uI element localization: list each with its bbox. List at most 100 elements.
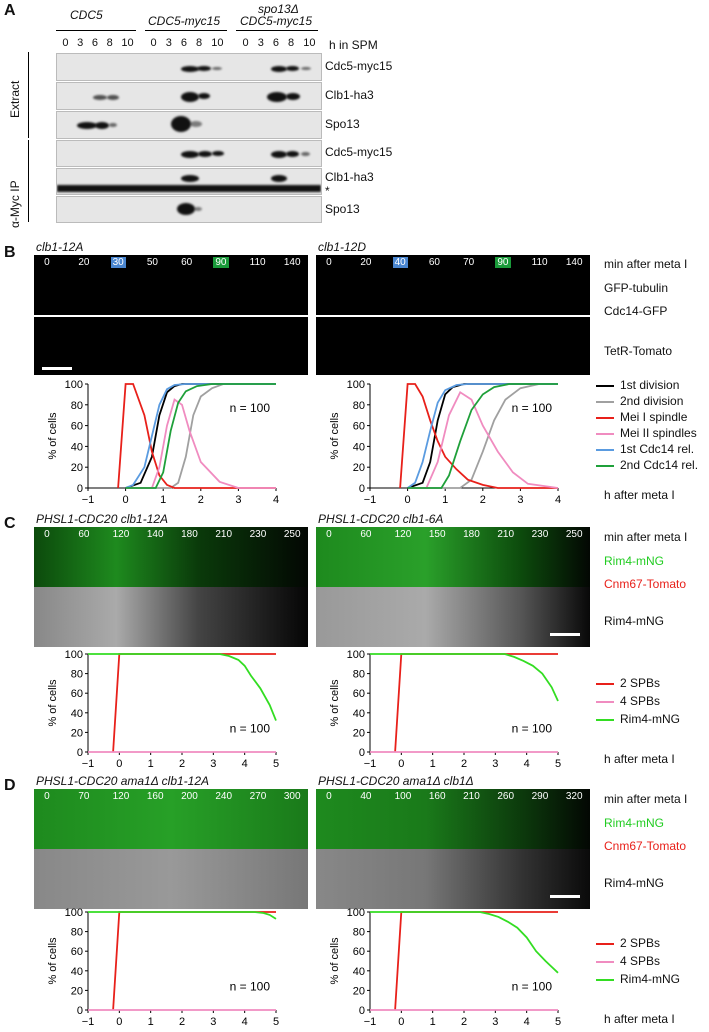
x-tick-label: −1 (364, 1016, 377, 1028)
blot-ip-spo13 (56, 196, 322, 223)
y-tick-label: 60 (353, 946, 365, 958)
xlabel-c: h after meta I (604, 752, 675, 766)
xlabel-b: h after meta I (604, 488, 675, 502)
y-tick-label: 0 (359, 747, 365, 759)
y-tick-label: 100 (347, 649, 365, 661)
y-tick-label: 20 (71, 985, 83, 997)
scale-bar (550, 633, 580, 636)
frame-time-label: 230 (531, 529, 549, 540)
n-label: n = 100 (512, 401, 553, 415)
x-tick-label: 4 (524, 1016, 530, 1028)
blot-ip-cdc5 (56, 140, 322, 167)
channel-rim4-green-d: Rim4-mNG (604, 816, 664, 830)
x-tick-label: 4 (242, 1016, 248, 1028)
scale-bar (42, 367, 72, 370)
x-tick-label: 4 (242, 758, 248, 770)
tp: 10 (303, 37, 316, 49)
series-line (407, 383, 558, 489)
frame-time-label: 70 (78, 791, 90, 802)
row-label-clb1-ip: Clb1-ha3 (325, 170, 374, 184)
channel-rim4-gray-d: Rim4-mNG (604, 876, 664, 890)
channel-cnm67-c: Cnm67-Tomato (604, 577, 687, 591)
frame-time-label: 180 (181, 529, 198, 540)
frame-time-label: 210 (497, 529, 515, 540)
frame-time-label: 40 (392, 257, 408, 268)
frame-time-label: 100 (394, 791, 412, 802)
scale-bar (550, 895, 580, 898)
y-tick-label: 40 (353, 708, 365, 720)
y-axis-label: % of cells (329, 679, 341, 727)
asterisk-label: * (325, 184, 330, 198)
x-tick-label: −1 (82, 758, 95, 770)
frame-time-label: 60 (78, 529, 90, 540)
x-tick-label: 3 (517, 494, 523, 506)
blot-ip-clb1 (56, 168, 322, 195)
y-tick-label: 0 (77, 747, 83, 759)
frame-time-label: 90 (495, 257, 511, 268)
y-axis-label: % of cells (47, 412, 59, 460)
x-tick-label: 2 (179, 1016, 185, 1028)
frame-time-label: 0 (326, 257, 332, 268)
legend-label: 2 SPBs (620, 936, 661, 950)
legend-label: 2nd Cdc14 rel. (620, 458, 699, 472)
panel-letter-d: D (4, 777, 16, 794)
frame-time-label: 270 (249, 791, 267, 802)
y-tick-label: 40 (353, 966, 365, 978)
y-tick-label: 0 (359, 483, 365, 495)
row-label-cdc5-extract: Cdc5-myc15 (325, 59, 393, 73)
tp: 6 (180, 37, 187, 49)
strain-label-3a: spo13Δ (258, 2, 299, 16)
tp: 6 (91, 37, 98, 49)
frame-time-label: 120 (112, 791, 130, 802)
legend-c: 2 SPBs 4 SPBs Rim4-mNG (596, 676, 708, 730)
frame-time-label: 30 (110, 257, 126, 268)
tp: 10 (211, 37, 224, 49)
series-line (112, 911, 276, 1011)
timepoints-group-1: 0 3 6 8 10 (58, 37, 138, 49)
x-tick-label: 2 (461, 1016, 467, 1028)
series-line (125, 383, 276, 489)
frame-time-label: 110 (249, 257, 266, 268)
x-tick-label: 2 (198, 494, 204, 506)
y-tick-label: 40 (71, 708, 83, 720)
series-line (407, 383, 558, 489)
strain-line-3 (236, 30, 318, 31)
x-tick-label: 2 (179, 758, 185, 770)
y-tick-label: 100 (347, 379, 365, 391)
section-extract: Extract (8, 80, 22, 118)
frame-time-label: 160 (428, 791, 446, 802)
x-tick-label: 3 (235, 494, 241, 506)
x-tick-label: 3 (492, 1016, 498, 1028)
legend-label: 4 SPBs (620, 694, 661, 708)
y-axis-label: % of cells (47, 679, 59, 727)
y-tick-label: 80 (353, 669, 365, 681)
right-strain-title-d: PHSL1-CDC20 ama1Δ clb1Δ (318, 774, 474, 788)
y-tick-label: 80 (353, 400, 365, 412)
frame-time-label: 250 (283, 529, 301, 540)
frame-time-label: 40 (360, 791, 372, 802)
legend-d: 2 SPBs 4 SPBs Rim4-mNG (596, 936, 708, 990)
y-tick-label: 100 (65, 379, 83, 391)
tp: 0 (62, 37, 69, 49)
frame-time-label: 120 (112, 529, 130, 540)
y-tick-label: 0 (359, 1005, 365, 1017)
x-tick-label: 2 (461, 758, 467, 770)
x-tick-label: 5 (555, 758, 561, 770)
series-line (407, 390, 559, 489)
y-tick-label: 20 (71, 462, 83, 474)
series-line (407, 383, 558, 489)
series-line (88, 653, 277, 721)
row-label-clb1-extract: Clb1-ha3 (325, 88, 374, 102)
extract-bracket (28, 52, 29, 138)
frame-time-label: 150 (428, 529, 446, 540)
n-label: n = 100 (230, 401, 271, 415)
frame-time-label: 260 (497, 791, 515, 802)
series-line (125, 398, 276, 489)
micrograph-c-right: 0 60 120 150 180 210 230 250 (316, 527, 590, 647)
x-tick-label: 3 (492, 758, 498, 770)
tp: 3 (165, 37, 172, 49)
legend-b: 1st division 2nd division Mei I spindle … (596, 378, 708, 474)
